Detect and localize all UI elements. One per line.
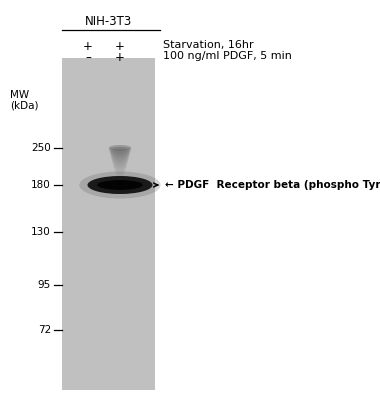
Text: 100 ng/ml PDGF, 5 min: 100 ng/ml PDGF, 5 min [163,51,292,61]
Ellipse shape [97,180,143,190]
Text: –: – [85,51,91,64]
Text: +: + [115,40,125,53]
Ellipse shape [79,172,161,198]
Ellipse shape [110,149,130,155]
Text: (kDa): (kDa) [10,101,38,111]
Text: 72: 72 [38,325,51,335]
Ellipse shape [113,160,127,166]
Ellipse shape [113,162,127,168]
Ellipse shape [116,172,124,178]
Ellipse shape [110,151,130,157]
Ellipse shape [117,176,123,182]
Text: Starvation, 16hr: Starvation, 16hr [163,40,253,50]
Text: NIH-3T3: NIH-3T3 [85,15,132,28]
Ellipse shape [115,168,125,174]
Text: 180: 180 [31,180,51,190]
Bar [62,58,155,390]
Ellipse shape [109,147,131,153]
Ellipse shape [112,157,128,163]
Ellipse shape [112,159,128,165]
Text: +: + [83,40,93,53]
Ellipse shape [114,166,126,172]
Text: MW: MW [10,90,29,100]
Ellipse shape [114,164,126,170]
Ellipse shape [109,145,131,151]
Text: +: + [115,51,125,64]
Text: 250: 250 [31,143,51,153]
Ellipse shape [111,155,129,161]
Ellipse shape [87,176,152,194]
Ellipse shape [116,174,124,180]
Text: ← PDGF  Receptor beta (phospho Tyr857): ← PDGF Receptor beta (phospho Tyr857) [165,180,380,190]
Text: 130: 130 [31,227,51,237]
Ellipse shape [111,153,129,159]
Text: 95: 95 [38,280,51,290]
Ellipse shape [115,170,125,176]
